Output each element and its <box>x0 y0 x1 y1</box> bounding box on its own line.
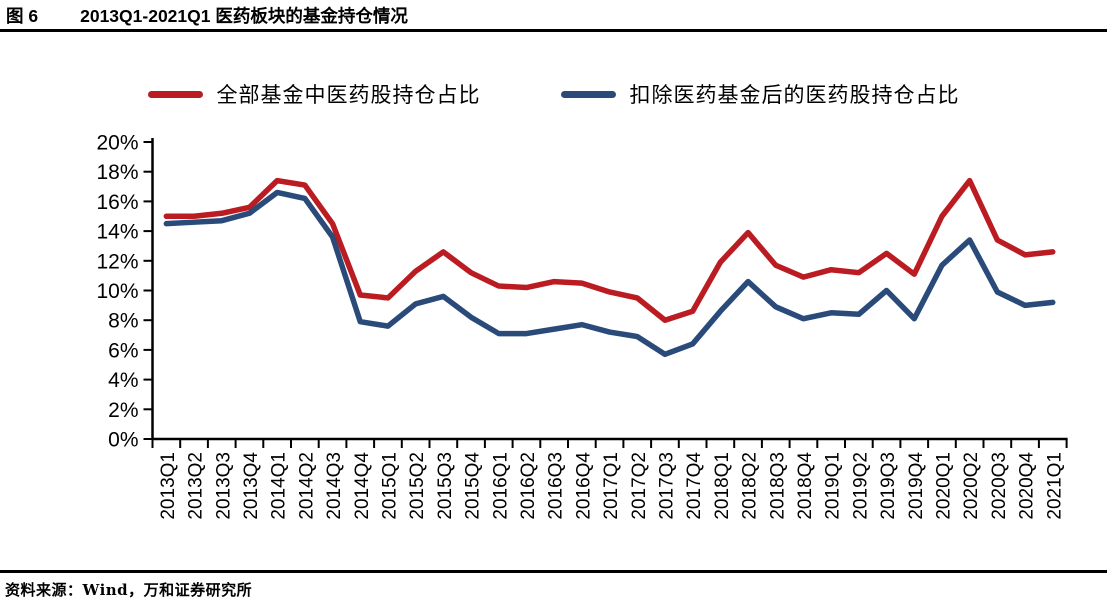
x-tick-label: 2018Q3 <box>767 452 788 520</box>
x-tick-label: 2021Q1 <box>1044 452 1065 520</box>
legend-item-all-funds: 全部基金中医药股持仓占比 <box>147 79 481 109</box>
legend-label: 扣除医药基金后的医药股持仓占比 <box>629 83 960 107</box>
x-tick-label: 2019Q2 <box>850 452 871 520</box>
y-tick-label: 4% <box>108 369 138 392</box>
page-title: 2013Q1-2021Q1 医药板块的基金持仓情况 <box>80 6 408 26</box>
y-tick-label: 16% <box>96 191 138 214</box>
y-tick-label: 2% <box>108 399 138 422</box>
series-line-1 <box>163 189 1056 358</box>
chart-legend: 全部基金中医药股持仓占比 扣除医药基金后的医药股持仓占比 <box>0 79 1107 109</box>
y-tick-label: 0% <box>108 429 138 452</box>
x-tick-label: 2020Q4 <box>1017 452 1038 520</box>
x-tick-label: 2017Q4 <box>684 452 705 520</box>
x-tick-label: 2014Q3 <box>324 452 345 520</box>
series-line-0 <box>163 177 1056 323</box>
legend-line-swatch-blue <box>560 90 616 98</box>
x-tick-label: 2017Q2 <box>629 452 650 520</box>
footer-divider <box>0 570 1107 573</box>
x-tick-label: 2020Q1 <box>933 452 954 520</box>
x-tick-label: 2015Q1 <box>379 452 400 520</box>
y-tick-label: 20% <box>96 132 138 155</box>
x-tick-label: 2019Q4 <box>906 452 927 520</box>
x-tick-label: 2019Q1 <box>823 452 844 520</box>
x-tick-label: 2013Q4 <box>241 452 262 520</box>
x-tick-label: 2018Q4 <box>795 452 816 520</box>
x-tick-label: 2015Q3 <box>435 452 456 520</box>
x-tick-label: 2020Q2 <box>961 452 982 520</box>
y-tick-label: 10% <box>96 280 138 303</box>
x-tick-label: 2015Q2 <box>407 452 428 520</box>
legend-item-excluding-pharma-funds: 扣除医药基金后的医药股持仓占比 <box>560 79 960 109</box>
x-tick-label: 2017Q1 <box>601 452 622 520</box>
x-tick-label: 2016Q4 <box>573 452 594 520</box>
x-tick-label: 2015Q4 <box>463 452 484 520</box>
x-tick-label: 2018Q2 <box>740 452 761 520</box>
legend-label: 全部基金中医药股持仓占比 <box>216 83 481 107</box>
y-tick-label: 8% <box>108 310 138 333</box>
x-tick-label: 2016Q2 <box>518 452 539 520</box>
x-tick-label: 2017Q3 <box>656 452 677 520</box>
legend-line-swatch-red <box>147 90 203 98</box>
x-tick-label: 2020Q3 <box>989 452 1010 520</box>
x-tick-label: 2018Q1 <box>712 452 733 520</box>
x-tick-label: 2014Q4 <box>352 452 373 520</box>
x-tick-label: 2013Q1 <box>158 452 179 520</box>
figure-title-bar: 图 6 2013Q1-2021Q1 医药板块的基金持仓情况 <box>6 5 408 27</box>
y-tick-label: 6% <box>108 339 138 362</box>
y-tick-label: 18% <box>96 161 138 184</box>
x-tick-label: 2014Q2 <box>296 452 317 520</box>
x-tick-label: 2014Q1 <box>269 452 290 520</box>
title-divider <box>0 29 1107 32</box>
y-tick-label: 14% <box>96 221 138 244</box>
x-tick-label: 2013Q2 <box>186 452 207 520</box>
source-note: 资料来源：Wind，万和证券研究所 <box>5 581 253 599</box>
x-tick-label: 2016Q1 <box>490 452 511 520</box>
holdings-line-chart: 0% 2% 4% 6% 8% 10% 12% 14% 16% 18% 20% 2013Q1 2013Q2… <box>96 132 1068 520</box>
line-chart-area: 0% 2% 4% 6% 8% 10% 12% 14% 16% 18% 20% 2013Q1 2013Q2… <box>0 130 1107 575</box>
x-tick-label: 2016Q3 <box>546 452 567 520</box>
figure-label: 图 6 <box>6 6 39 26</box>
x-tick-label: 2013Q3 <box>213 452 234 520</box>
y-tick-label: 12% <box>96 250 138 273</box>
x-tick-label: 2019Q3 <box>878 452 899 520</box>
